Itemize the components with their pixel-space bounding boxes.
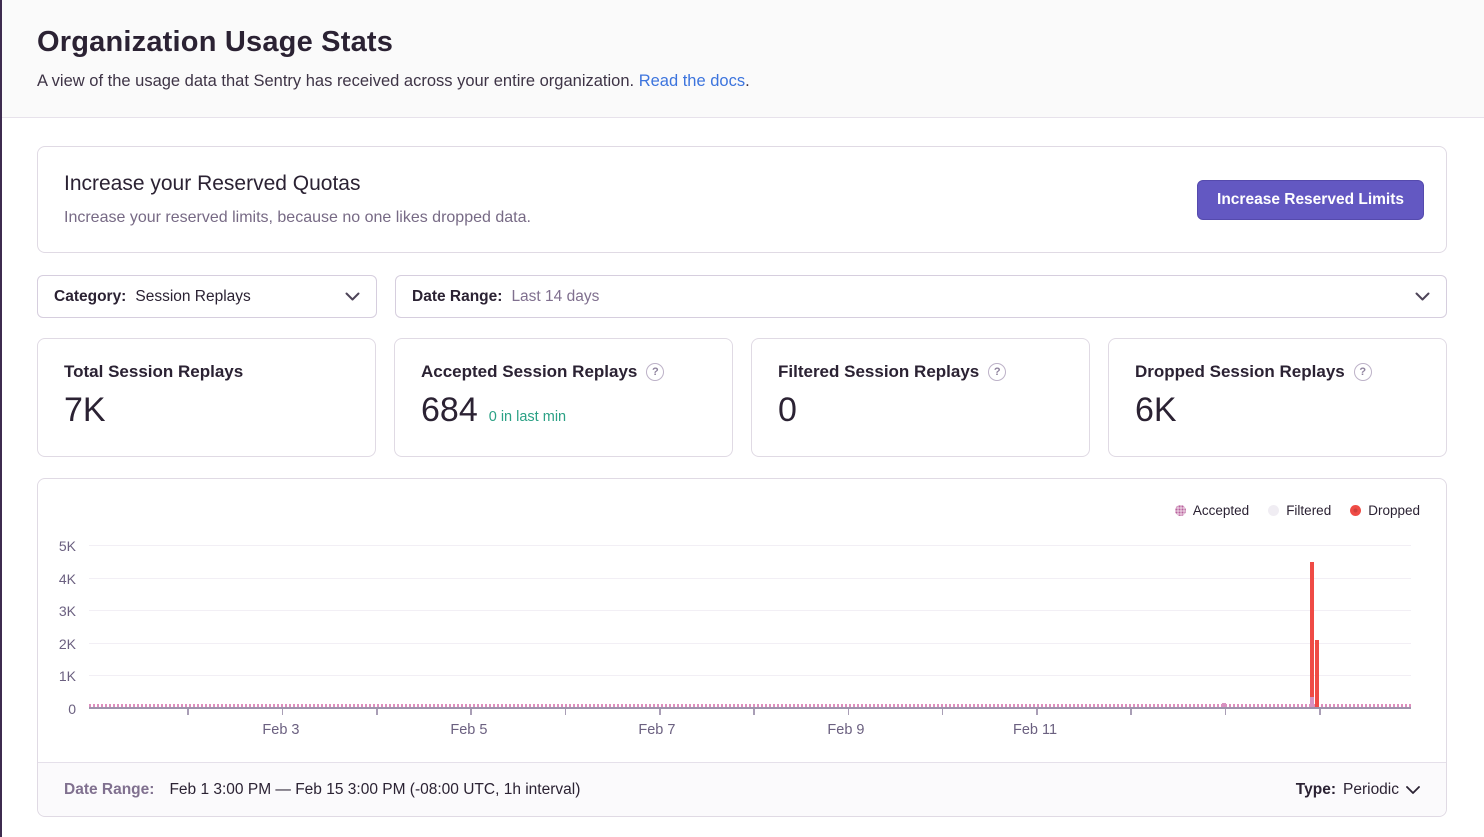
subtitle-period: . — [745, 72, 750, 90]
accepted-series-dot-icon — [1174, 505, 1186, 516]
stat-title: Filtered Session Replays — [778, 362, 980, 381]
reserved-quota-banner: Increase your Reserved Quotas Increase y… — [37, 146, 1447, 253]
page-title: Organization Usage Stats — [37, 26, 394, 58]
y-axis-tick-label: 1K — [58, 668, 76, 685]
legend-label: Filtered — [1286, 503, 1332, 518]
main-content: Increase your Reserved Quotas Increase y… — [0, 118, 1484, 817]
stat-value: 684 — [421, 391, 478, 429]
help-icon[interactable]: ? — [646, 363, 665, 381]
dropped-series-dot-icon — [1350, 505, 1362, 516]
y-axis-tick-label: 0 — [68, 701, 76, 717]
y-axis-tick-label: 5K — [58, 538, 76, 554]
read-the-docs-link[interactable]: Read the docs — [638, 72, 746, 90]
stat-title: Total Session Replays — [64, 362, 244, 381]
type-value: Periodic — [1343, 780, 1399, 798]
increase-reserved-limits-button[interactable]: Increase Reserved Limits — [1197, 179, 1424, 220]
legend-item-filtered[interactable]: Filtered — [1268, 503, 1331, 518]
page-subtitle: A view of the usage data that Sentry has… — [37, 72, 1447, 91]
footer-date-range-label: Date Range: — [64, 780, 155, 798]
x-axis-tick-label: Feb 9 — [827, 722, 865, 738]
x-axis-tick-label: Feb 7 — [638, 722, 676, 738]
x-axis-tick — [470, 709, 472, 715]
stat-card-dropped: Dropped Session Replays ? 6K — [1108, 338, 1447, 457]
gridline — [89, 675, 1411, 677]
quota-text: Increase your Reserved Quotas Increase y… — [64, 172, 531, 227]
accepted-bar — [1222, 703, 1227, 707]
type-label: Type: — [1295, 780, 1336, 798]
stat-value: 6K — [1135, 391, 1177, 429]
x-axis-tick — [847, 709, 850, 715]
usage-chart-card: Accepted Filtered Dropped 0 1K 2K 3K 4K 5K Feb… — [37, 478, 1447, 817]
legend-label: Accepted — [1192, 503, 1250, 518]
filtered-series-dot-icon — [1268, 505, 1280, 516]
category-select[interactable]: Category: Session Replays — [37, 275, 377, 318]
x-axis-tick — [753, 709, 755, 715]
gridline — [89, 577, 1411, 579]
date-range-value: Last 14 days — [511, 287, 600, 305]
x-axis-tick — [1319, 709, 1321, 715]
x-axis-tick-label: Feb 3 — [262, 722, 300, 738]
gridline — [89, 545, 1411, 546]
legend-item-dropped[interactable]: Dropped — [1350, 503, 1420, 518]
stat-title: Dropped Session Replays — [1135, 362, 1345, 381]
x-axis-tick — [659, 709, 661, 715]
dropped-bar — [1315, 640, 1320, 707]
chevron-down-icon — [1415, 292, 1430, 301]
quota-title: Increase your Reserved Quotas — [64, 172, 361, 195]
chart-date-range-display: Date Range: Feb 1 3:00 PM — Feb 15 3:00 … — [64, 781, 580, 799]
chart-legend: Accepted Filtered Dropped — [1174, 503, 1420, 518]
chevron-down-icon — [1406, 785, 1420, 794]
x-axis-tick — [564, 709, 567, 715]
y-axis-tick-label: 3K — [58, 603, 76, 620]
type-select[interactable]: Type: Periodic — [1296, 781, 1420, 799]
stat-value: 7K — [64, 391, 106, 429]
filter-row: Category: Session Replays Date Range: La… — [37, 275, 1447, 318]
x-axis-tick — [1130, 709, 1132, 715]
stat-card-filtered: Filtered Session Replays ? 0 — [751, 338, 1090, 457]
category-value: Session Replays — [135, 287, 251, 305]
dropped-bar — [1309, 561, 1314, 698]
stat-card-accepted: Accepted Session Replays ? 684 0 in last… — [394, 338, 733, 457]
accepted-bar — [1309, 697, 1314, 707]
y-axis-tick-label: 4K — [58, 570, 76, 587]
date-range-label: Date Range: — [412, 287, 503, 305]
accepted-baseline-bars — [89, 704, 1411, 707]
gridline — [89, 642, 1411, 644]
help-icon[interactable]: ? — [1353, 363, 1372, 381]
x-axis-tick — [376, 709, 378, 715]
page-header: Organization Usage Stats A view of the u… — [0, 0, 1484, 118]
date-range-select[interactable]: Date Range: Last 14 days — [395, 275, 1447, 318]
help-icon[interactable]: ? — [988, 363, 1007, 381]
chart-plot: 0 1K 2K 3K 4K 5K Feb 3 Feb 5 Feb 7 Feb 9 Feb 11 — [59, 538, 1411, 738]
legend-label: Dropped — [1368, 503, 1420, 518]
category-label: Category: — [54, 287, 127, 305]
x-axis-tick — [1036, 709, 1038, 715]
legend-item-accepted[interactable]: Accepted — [1174, 503, 1250, 518]
subtitle-text: A view of the usage data that Sentry has… — [37, 72, 635, 90]
x-axis-tick-label: Feb 11 — [1012, 722, 1058, 738]
x-axis-tick — [281, 709, 284, 715]
chart-footer-controls: Date Range: Feb 1 3:00 PM — Feb 15 3:00 … — [38, 762, 1446, 816]
x-axis-tick — [1224, 709, 1227, 715]
x-axis-tick — [187, 709, 189, 715]
gridline — [89, 610, 1411, 612]
chevron-down-icon — [345, 292, 360, 301]
stat-subtext: 0 in last min — [488, 409, 567, 425]
x-axis-line — [89, 707, 1411, 709]
footer-date-range-value: Feb 1 3:00 PM — Feb 15 3:00 PM (-08:00 U… — [169, 780, 581, 798]
x-axis-tick — [941, 709, 944, 715]
stats-row: Total Session Replays 7K Accepted Sessio… — [37, 338, 1447, 457]
app-edge-divider — [0, 0, 2, 837]
x-axis-tick-label: Feb 5 — [450, 722, 488, 738]
stat-card-total: Total Session Replays 7K — [37, 338, 376, 457]
stat-value: 0 — [778, 391, 797, 429]
quota-description: Increase your reserved limits, because n… — [64, 209, 531, 226]
stat-title: Accepted Session Replays — [421, 362, 638, 381]
y-axis-tick-label: 2K — [58, 635, 76, 652]
